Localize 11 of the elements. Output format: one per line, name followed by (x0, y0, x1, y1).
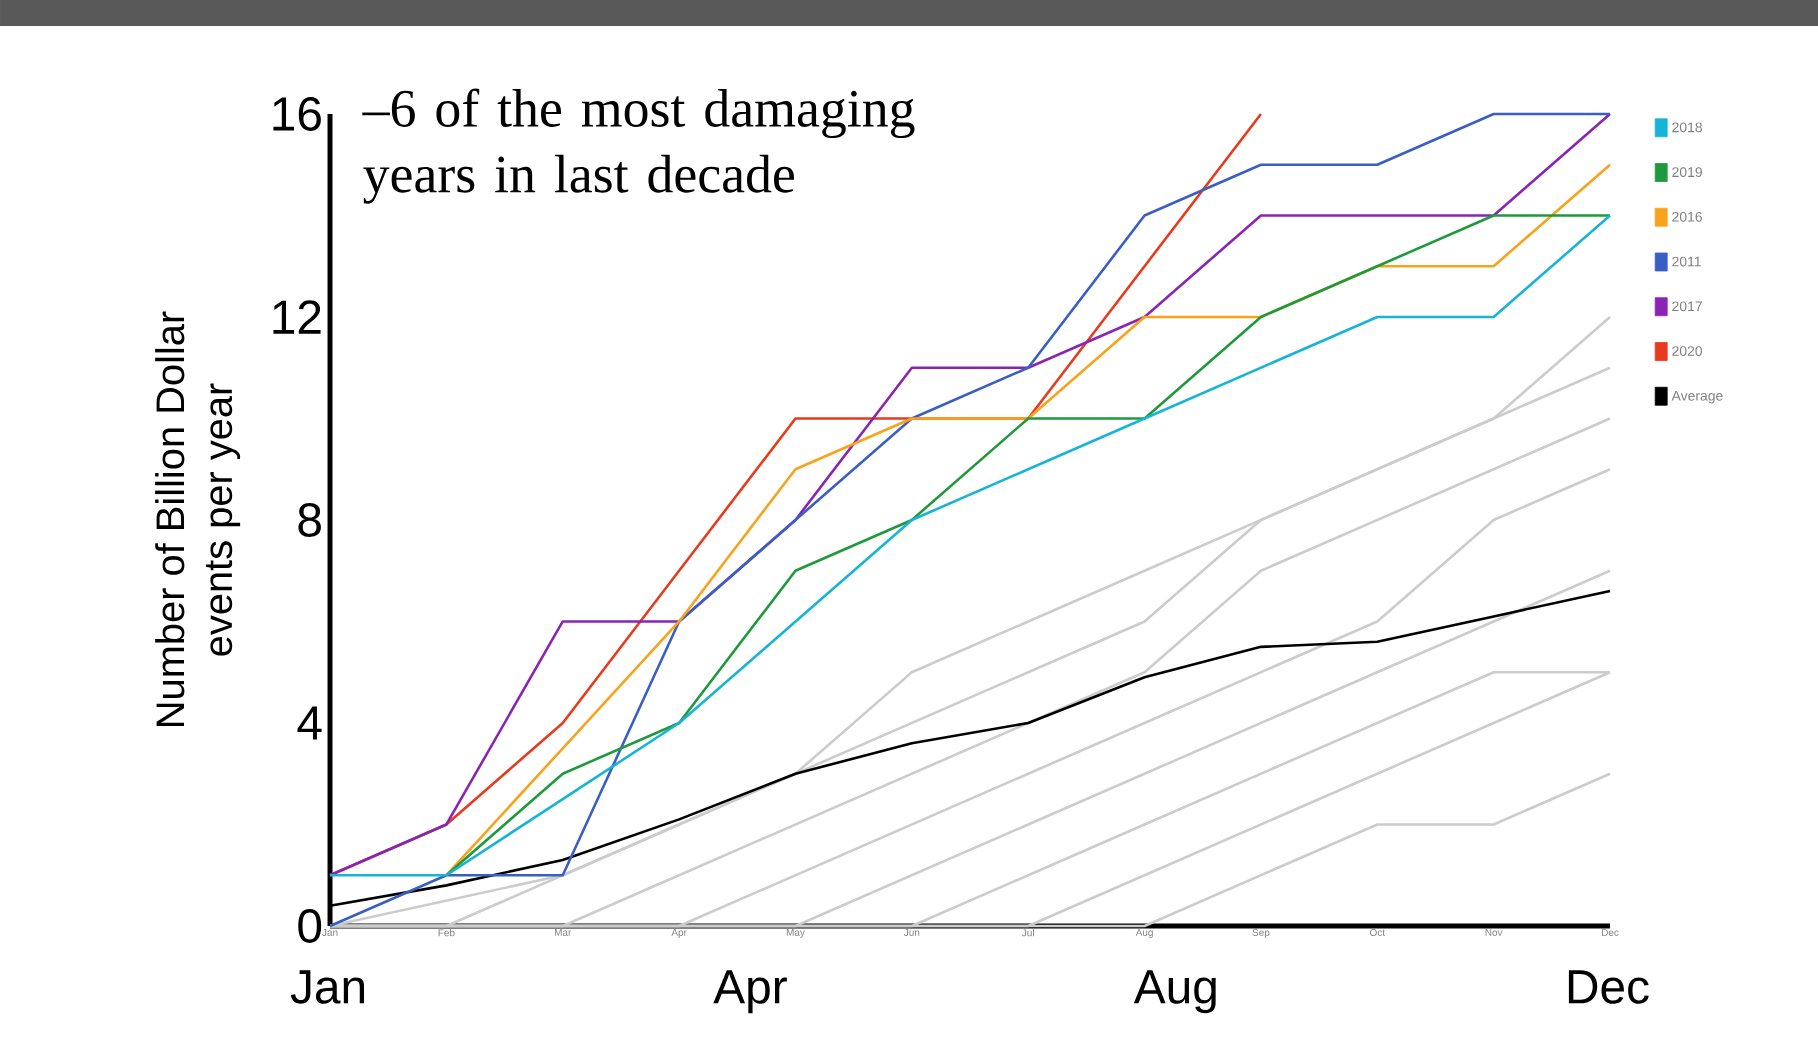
y-tick-label: 16 (273, 97, 321, 131)
y-tick-label: 12 (273, 300, 321, 334)
y-tick-label: 0 (298, 909, 322, 943)
y-tick-label: 4 (297, 706, 322, 740)
text: Aug (1133, 970, 1216, 1014)
text: Dec (1568, 970, 1649, 1004)
y-axis-title: Number of Billion Dollar events per year (155, 311, 241, 726)
text: Apr (713, 970, 787, 1014)
text: Jan (290, 970, 365, 1004)
annotation: –6 of the most damaging years in last decade (362, 88, 915, 204)
y-tick-label: 8 (298, 503, 321, 537)
